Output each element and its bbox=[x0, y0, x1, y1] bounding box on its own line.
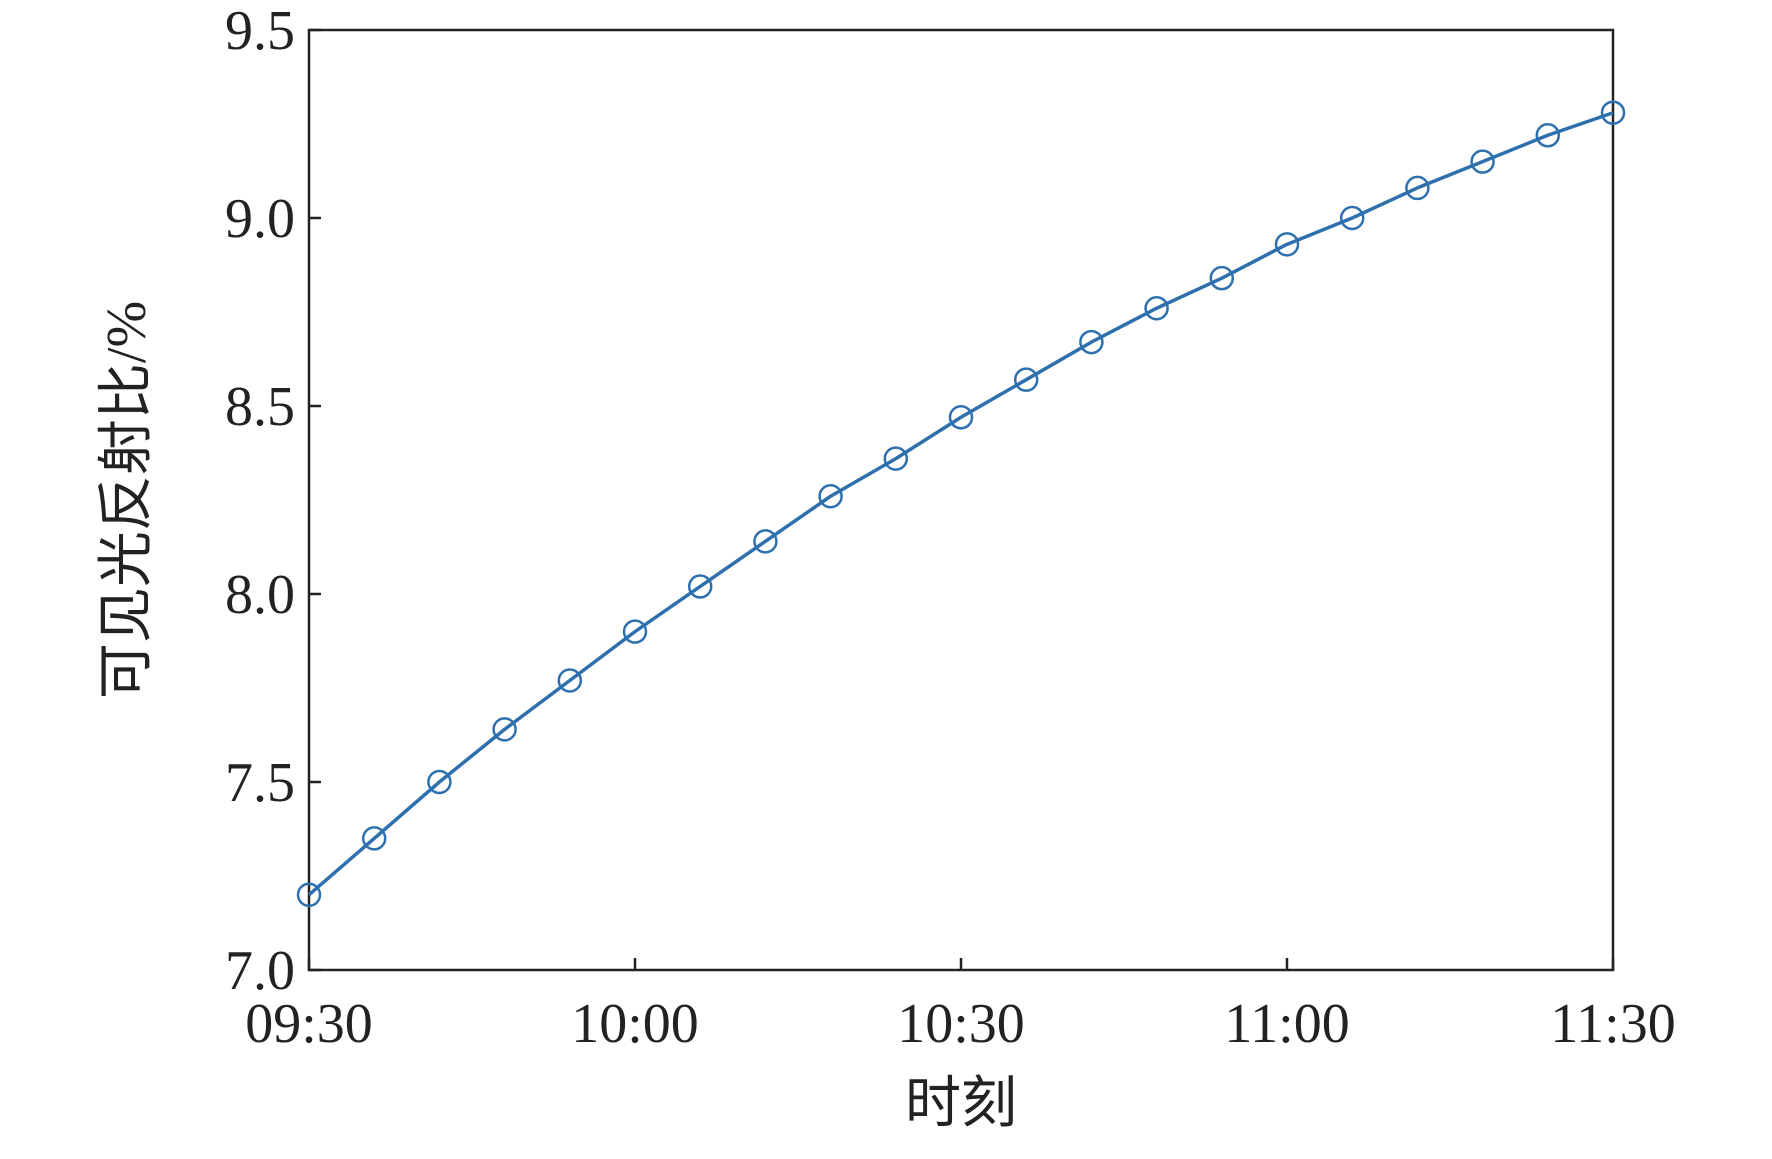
x-axis-title: 时刻 bbox=[905, 1073, 1017, 1135]
x-tick-label: 09:30 bbox=[245, 993, 373, 1055]
y-tick-label: 8.0 bbox=[225, 564, 295, 626]
x-tick-label: 10:30 bbox=[897, 993, 1025, 1055]
marker bbox=[427, 769, 452, 795]
marker bbox=[753, 529, 778, 554]
marker bbox=[1209, 265, 1235, 291]
plot-frame bbox=[307, 28, 1615, 972]
marker bbox=[1013, 367, 1039, 392]
marker bbox=[1079, 329, 1104, 355]
y-axis-title: 可见光反射比/% bbox=[96, 301, 158, 699]
marker bbox=[687, 574, 713, 599]
marker bbox=[1144, 295, 1169, 321]
y-tick-label: 8.5 bbox=[225, 376, 295, 438]
marker bbox=[296, 882, 322, 908]
y-tick-label: 7.5 bbox=[225, 752, 295, 814]
marker bbox=[361, 826, 387, 851]
y-tick-label: 9.0 bbox=[225, 188, 295, 250]
marker bbox=[1339, 205, 1365, 231]
marker bbox=[557, 668, 583, 693]
marker bbox=[492, 717, 517, 742]
x-tick-label: 11:00 bbox=[1224, 993, 1349, 1055]
x-tick-label: 11:30 bbox=[1550, 993, 1675, 1055]
marker bbox=[948, 405, 974, 430]
marker bbox=[1535, 123, 1561, 148]
line bbox=[307, 111, 1614, 897]
x-tick-label: 10:00 bbox=[571, 993, 699, 1055]
marker bbox=[622, 619, 648, 644]
marker bbox=[883, 446, 909, 471]
y-tick-label: 9.5 bbox=[225, 0, 295, 62]
marker bbox=[1470, 149, 1495, 174]
marker bbox=[818, 483, 843, 509]
marker bbox=[1600, 100, 1626, 125]
y-tick-label: 7.0 bbox=[225, 940, 295, 1002]
marker bbox=[1274, 232, 1300, 257]
marker bbox=[1405, 175, 1430, 201]
